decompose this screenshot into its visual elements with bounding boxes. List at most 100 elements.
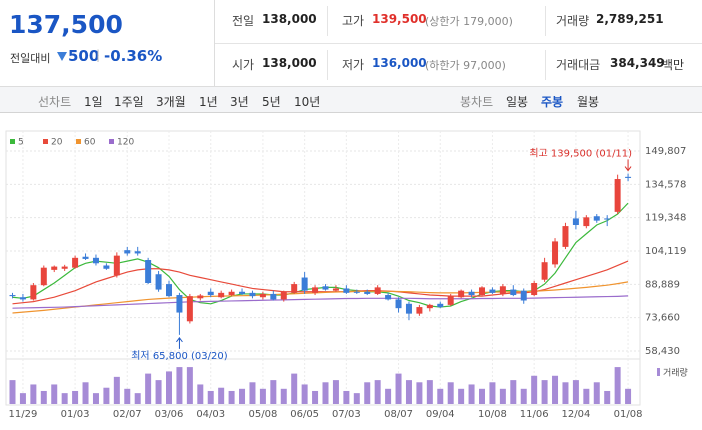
volume-bar [176, 367, 183, 404]
volume-bar [531, 375, 538, 404]
period-tab[interactable]: 5년 [262, 95, 281, 109]
volume-bar [259, 388, 266, 404]
volume-bar [395, 373, 402, 404]
period-tab[interactable]: 1주일 [114, 95, 144, 109]
candle-body [166, 284, 172, 297]
col-divider [327, 6, 328, 36]
period-tab[interactable]: 10년 [294, 95, 321, 109]
volume-bar [134, 393, 141, 404]
volume-bar [343, 390, 350, 404]
candle-body [499, 286, 506, 294]
candle-body [82, 256, 89, 259]
candle-body [468, 291, 475, 296]
max-arrow [624, 159, 632, 172]
candle-body [353, 291, 360, 293]
change-rate: -0.36% [104, 47, 163, 65]
y-tick-label: 73,660 [645, 313, 680, 324]
candle-body [9, 295, 16, 297]
current-price: 137,500 [9, 10, 123, 39]
candle-body [239, 291, 246, 294]
period-tab[interactable]: 1일 [84, 95, 103, 109]
period-tab[interactable]: 1년 [199, 95, 218, 109]
candle-body [541, 262, 548, 280]
candle-body [291, 284, 298, 293]
legend-label: 5 [18, 138, 24, 148]
candle-body [593, 216, 600, 221]
candle-body [364, 291, 371, 294]
row-divider [215, 43, 702, 44]
volume-bar [479, 388, 485, 404]
candle-body [332, 288, 339, 291]
tab-bar [0, 87, 702, 113]
volume-bar [280, 388, 287, 404]
volume-bar [72, 390, 79, 404]
candle-body [625, 176, 632, 178]
ma-line [12, 295, 629, 309]
volume-bar [124, 388, 131, 404]
volume-bar [510, 380, 517, 404]
candle-chart-label: 봉차트 [460, 95, 494, 109]
period-tab[interactable]: 3개월 [156, 95, 186, 109]
candle-body [437, 303, 444, 308]
candle-body [301, 277, 308, 291]
volume-bar [572, 380, 579, 404]
volume-bar [468, 384, 475, 404]
volume-bar [113, 376, 120, 404]
candle-tab-active[interactable]: 주봉 [541, 95, 564, 109]
candle-body [61, 266, 68, 269]
x-tick-label: 07/03 [332, 409, 361, 420]
volume-bar [312, 390, 319, 404]
volume-bar [416, 382, 423, 404]
volume-legend-swatch [657, 368, 660, 376]
candle-body [520, 290, 527, 301]
candle-body [552, 241, 559, 265]
volume-bar [364, 382, 371, 404]
candle-body [218, 292, 225, 298]
volume-bar [625, 388, 632, 404]
period-tab[interactable]: 3년 [230, 95, 249, 109]
candle-body [583, 217, 590, 227]
candle-body [416, 307, 423, 314]
candle-body [479, 287, 485, 296]
x-tick-label: 11/29 [9, 409, 38, 420]
legend-label: 20 [51, 138, 63, 148]
candle-body [176, 295, 183, 313]
legend-label: 60 [84, 138, 96, 148]
candle-body [385, 295, 392, 300]
candle-body [249, 292, 256, 297]
candle-body [155, 274, 162, 290]
legend-swatch [109, 139, 114, 144]
volume-bar [166, 371, 172, 404]
candle-body [312, 287, 319, 293]
candle-body [51, 266, 58, 270]
candle-body [322, 286, 329, 290]
volume-bar [332, 380, 339, 404]
legend-swatch [76, 139, 81, 144]
min-annotation: 최저 65,800 (03/20) [131, 350, 227, 362]
x-tick-label: 06/05 [290, 409, 319, 420]
min-arrow [176, 337, 183, 349]
candle-body [113, 255, 120, 276]
col-divider [545, 6, 546, 36]
volume-bar [374, 380, 381, 404]
volume-bar [437, 388, 444, 404]
volume-bar [145, 373, 152, 404]
candle-body [510, 289, 517, 296]
candle-body [197, 295, 204, 299]
volume-bar [239, 388, 246, 404]
legend-label: 120 [117, 138, 134, 148]
col-divider [545, 50, 546, 80]
col-divider [327, 50, 328, 80]
x-tick-label: 04/03 [196, 409, 225, 420]
candle-body [458, 290, 465, 298]
amount: 384,349 [610, 56, 665, 70]
candle-tab[interactable]: 월봉 [577, 95, 600, 109]
volume-bar [9, 380, 16, 404]
volume-legend: 거래량 [663, 367, 688, 379]
y-tick-label: 149,807 [645, 146, 686, 157]
prev-close-label: 전일 [232, 14, 255, 28]
volume-bar [51, 384, 58, 404]
candle-tab[interactable]: 일봉 [506, 95, 529, 109]
